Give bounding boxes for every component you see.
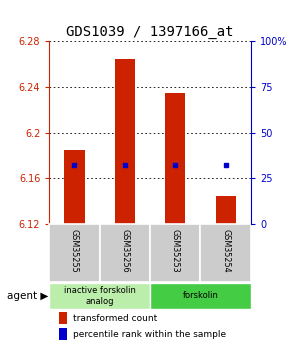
- Bar: [49, 224, 100, 282]
- Title: GDS1039 / 1397166_at: GDS1039 / 1397166_at: [66, 25, 234, 39]
- Text: GSM35253: GSM35253: [171, 229, 180, 272]
- Bar: [200, 224, 251, 282]
- Text: GSM35256: GSM35256: [120, 229, 129, 272]
- Text: GSM35255: GSM35255: [70, 229, 79, 273]
- Text: inactive forskolin
analog: inactive forskolin analog: [64, 286, 136, 306]
- Bar: [165, 93, 185, 224]
- Bar: [115, 59, 135, 224]
- Text: transformed count: transformed count: [73, 315, 157, 324]
- Bar: [150, 283, 251, 309]
- Bar: [64, 150, 85, 224]
- Bar: [150, 224, 200, 282]
- Text: percentile rank within the sample: percentile rank within the sample: [73, 330, 226, 339]
- Bar: [59, 313, 67, 324]
- Bar: [49, 283, 150, 309]
- Bar: [100, 224, 150, 282]
- Bar: [215, 196, 236, 224]
- Bar: [59, 328, 67, 340]
- Text: GSM35254: GSM35254: [221, 229, 230, 272]
- Text: agent ▶: agent ▶: [7, 291, 48, 301]
- Text: forskolin: forskolin: [182, 292, 218, 300]
